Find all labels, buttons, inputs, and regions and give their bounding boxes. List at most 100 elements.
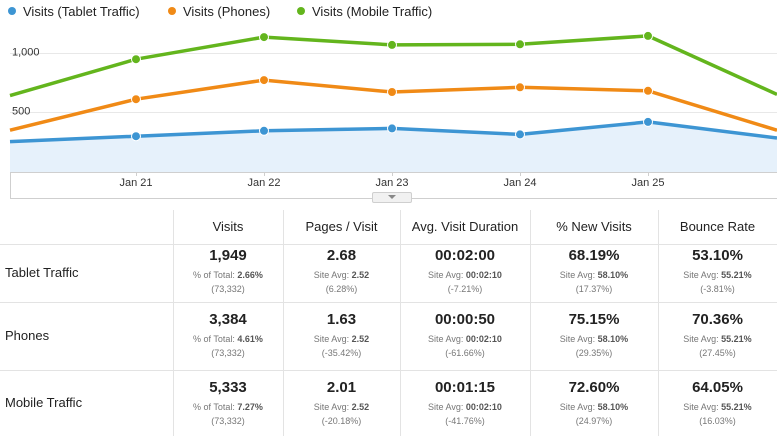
y-axis-tick-label: 1,000	[12, 47, 40, 59]
metric-change: (73,332)	[211, 348, 245, 358]
data-point	[515, 39, 525, 50]
metric-comparison: Site Avg: 00:02:10	[400, 269, 530, 282]
comparison-label: % of Total:	[193, 270, 238, 280]
data-point	[259, 32, 269, 43]
comparison-label: Site Avg:	[428, 270, 466, 280]
column-divider	[530, 210, 531, 436]
metric-cell: 00:02:00 Site Avg: 00:02:10 (-7.21%)	[400, 247, 530, 296]
metric-comparison: Site Avg: 55.21%	[658, 401, 777, 414]
column-header-bounce-rate[interactable]: Bounce Rate	[679, 219, 756, 234]
chart-legend: Visits (Tablet Traffic) Visits (Phones) …	[0, 0, 777, 24]
legend-label-phones: Visits (Phones)	[183, 4, 271, 19]
y-axis-tick-label: 500	[12, 106, 30, 118]
metric-comparison: Site Avg: 2.52	[283, 269, 400, 282]
x-axis-tick-label: Jan 21	[119, 177, 152, 189]
metric-change: (-20.18%)	[321, 416, 362, 426]
data-point	[387, 39, 397, 50]
data-point	[131, 94, 141, 105]
column-divider	[173, 210, 174, 436]
data-point	[643, 116, 653, 127]
comparison-value: 58.10%	[597, 402, 629, 412]
comparison-value: 2.66%	[237, 270, 263, 280]
row-label[interactable]: Tablet Traffic	[5, 265, 79, 280]
metric-value: 1.63	[326, 311, 357, 328]
legend-item-phones[interactable]: Visits (Phones)	[168, 4, 270, 19]
metric-cell: 00:01:15 Site Avg: 00:02:10 (-41.76%)	[400, 379, 530, 428]
metric-change: (-35.42%)	[321, 348, 362, 358]
metric-value: 68.19%	[568, 247, 620, 264]
metric-cell: 70.36% Site Avg: 55.21% (27.45%)	[658, 311, 777, 360]
metric-cell: 1,949 % of Total: 2.66% (73,332)	[173, 247, 283, 296]
legend-label-mobile: Visits (Mobile Traffic)	[312, 4, 433, 19]
metric-value: 00:01:15	[434, 379, 496, 396]
legend-item-mobile[interactable]: Visits (Mobile Traffic)	[297, 4, 432, 19]
metric-change: (16.03%)	[699, 416, 736, 426]
comparison-value: 2.52	[351, 402, 370, 412]
metric-comparison: % of Total: 4.61%	[173, 333, 283, 346]
metric-value: 75.15%	[568, 311, 620, 328]
row-label[interactable]: Mobile Traffic	[5, 395, 83, 410]
column-header-new-visits[interactable]: % New Visits	[556, 219, 632, 234]
data-point	[259, 75, 269, 86]
comparison-label: Site Avg:	[428, 334, 466, 344]
collapse-chart-handle[interactable]	[372, 192, 412, 203]
column-header-avg-visit-duration[interactable]: Avg. Visit Duration	[411, 219, 519, 234]
metric-change: (-7.21%)	[447, 284, 483, 294]
metrics-table: Visits Pages / Visit Avg. Visit Duration…	[0, 210, 777, 436]
metric-cell: 68.19% Site Avg: 58.10% (17.37%)	[530, 247, 658, 296]
row-divider	[0, 244, 777, 245]
metric-change: (73,332)	[211, 416, 245, 426]
comparison-value: 2.52	[351, 334, 370, 344]
comparison-value: 4.61%	[237, 334, 263, 344]
column-divider	[658, 210, 659, 436]
metric-value: 1,949	[209, 247, 247, 264]
metric-cell: 00:00:50 Site Avg: 00:02:10 (-61.66%)	[400, 311, 530, 360]
metric-value: 5,333	[209, 379, 247, 396]
metric-change: (29.35%)	[575, 348, 613, 358]
metric-comparison: Site Avg: 00:02:10	[400, 401, 530, 414]
legend-item-tablet[interactable]: Visits (Tablet Traffic)	[8, 4, 140, 19]
metric-change: (6.28%)	[325, 284, 358, 294]
comparison-label: Site Avg:	[313, 334, 352, 344]
comparison-value: 58.10%	[597, 334, 629, 344]
metric-cell: 5,333 % of Total: 7.27% (73,332)	[173, 379, 283, 428]
data-point	[643, 85, 653, 96]
metric-cell: 53.10% Site Avg: 55.21% (-3.81%)	[658, 247, 777, 296]
data-point	[515, 129, 525, 140]
metric-change: (-3.81%)	[700, 284, 735, 294]
column-header-pages-per-visit[interactable]: Pages / Visit	[305, 219, 378, 234]
metric-value: 2.68	[326, 247, 357, 264]
comparison-label: % of Total:	[193, 334, 238, 344]
row-label[interactable]: Phones	[5, 328, 50, 343]
comparison-label: Site Avg:	[313, 270, 352, 280]
data-point	[131, 54, 141, 65]
row-divider	[0, 370, 777, 371]
metric-comparison: Site Avg: 2.52	[283, 401, 400, 414]
x-axis-tick-label: Jan 22	[247, 177, 280, 189]
metric-value: 00:00:50	[434, 311, 496, 328]
metric-change: (17.37%)	[575, 284, 613, 294]
metric-comparison: Site Avg: 58.10%	[530, 269, 658, 282]
metric-cell: 75.15% Site Avg: 58.10% (29.35%)	[530, 311, 658, 360]
metric-change: (24.97%)	[575, 416, 613, 426]
metric-comparison: % of Total: 7.27%	[173, 401, 283, 414]
metric-cell: 1.63 Site Avg: 2.52 (-35.42%)	[283, 311, 400, 360]
comparison-label: Site Avg:	[559, 334, 598, 344]
metric-comparison: Site Avg: 58.10%	[530, 333, 658, 346]
metric-comparison: Site Avg: 00:02:10	[400, 333, 530, 346]
metric-value: 53.10%	[692, 247, 743, 264]
metric-change: (-61.66%)	[445, 348, 485, 358]
comparison-value: 7.27%	[237, 402, 263, 412]
comparison-label: Site Avg:	[559, 270, 598, 280]
metric-comparison: Site Avg: 58.10%	[530, 401, 658, 414]
legend-label-tablet: Visits (Tablet Traffic)	[23, 4, 140, 19]
line-chart: 1,000 500 Jan 21 Jan 22 Jan 23 Jan 24 Jan 25	[0, 24, 777, 206]
column-divider	[400, 210, 401, 436]
comparison-label: Site Avg:	[313, 402, 352, 412]
metric-value: 3,384	[209, 311, 247, 328]
metric-cell: 2.01 Site Avg: 2.52 (-20.18%)	[283, 379, 400, 428]
data-point	[643, 30, 653, 41]
row-divider	[0, 302, 777, 303]
comparison-label: % of Total:	[193, 402, 238, 412]
column-header-visits[interactable]: Visits	[212, 219, 244, 234]
